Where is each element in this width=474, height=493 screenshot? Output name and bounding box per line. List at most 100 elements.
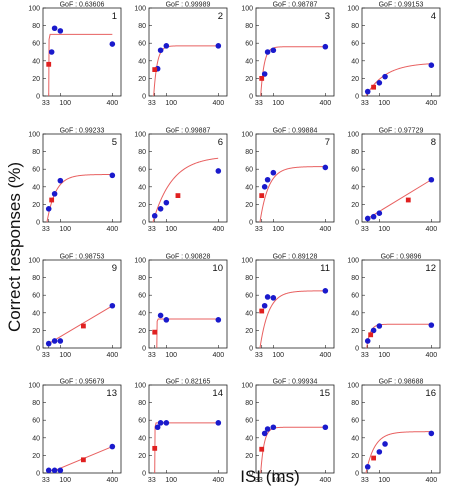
y-tick-label: 80 — [138, 23, 146, 30]
y-tick-label: 20 — [138, 202, 146, 209]
gof-label: GoF : 0.99989 — [166, 2, 211, 9]
y-tick-label: 80 — [351, 23, 359, 30]
y-tick-label: 20 — [245, 453, 253, 460]
x-tick-label: 33 — [255, 352, 263, 359]
y-tick-label: 20 — [351, 202, 359, 209]
y-tick-label: 20 — [32, 328, 40, 335]
gof-label: GoF : 0.90828 — [166, 254, 211, 261]
y-tick-label: 0 — [249, 471, 253, 478]
data-point — [157, 312, 164, 319]
data-point — [163, 420, 170, 426]
panel-frame — [255, 259, 335, 349]
y-tick-label: 100 — [134, 132, 146, 139]
gof-label: GoF : 0.63606 — [60, 2, 105, 9]
panel-number: 9 — [112, 263, 117, 274]
y-tick-label: 0 — [249, 220, 253, 227]
x-tick-label: 33 — [148, 226, 156, 233]
y-tick-label: 40 — [32, 435, 40, 442]
y-tick-label: 0 — [249, 94, 253, 101]
y-tick-label: 100 — [28, 6, 40, 13]
y-tick-label: 60 — [138, 293, 146, 300]
panel-frame — [148, 7, 228, 97]
data-point — [376, 323, 383, 329]
y-tick-label: 100 — [347, 258, 359, 265]
y-tick-label: 100 — [241, 132, 253, 139]
data-point — [322, 288, 329, 294]
threshold-point — [175, 193, 181, 198]
gof-label: GoF : 0.89128 — [273, 254, 318, 261]
data-point — [51, 467, 58, 474]
fit-curve — [259, 290, 326, 349]
threshold-point — [152, 67, 158, 72]
y-tick-label: 40 — [351, 435, 359, 442]
data-point — [370, 327, 377, 334]
data-point — [322, 43, 329, 50]
data-point — [370, 213, 377, 220]
y-tick-label: 0 — [355, 94, 359, 101]
data-point — [109, 172, 116, 179]
data-point — [364, 338, 371, 344]
y-tick-label: 60 — [32, 167, 40, 174]
y-tick-label: 60 — [245, 418, 253, 425]
data-point — [163, 199, 170, 206]
y-tick-label: 100 — [134, 258, 146, 265]
y-tick-label: 60 — [351, 41, 359, 48]
x-tick-label: 33 — [361, 352, 369, 359]
panel-number: 11 — [320, 263, 330, 274]
data-point — [376, 210, 383, 216]
y-tick-label: 100 — [28, 258, 40, 265]
x-tick-label: 33 — [42, 100, 50, 107]
y-tick-label: 80 — [245, 275, 253, 282]
data-point — [109, 443, 116, 450]
y-tick-label: 100 — [134, 383, 146, 390]
y-tick-label: 60 — [245, 293, 253, 300]
data-point — [364, 88, 371, 95]
data-point — [264, 294, 271, 300]
x-tick-label: 400 — [212, 100, 224, 107]
data-point — [261, 302, 268, 309]
data-point — [270, 424, 277, 431]
threshold-point — [80, 323, 86, 329]
y-tick-label: 20 — [138, 328, 146, 335]
panel-5: GoF : 0.99233 5 0 20 40 60 80 100 33 100 400 — [28, 128, 122, 233]
y-tick-label: 20 — [351, 328, 359, 335]
panel-number: 4 — [431, 11, 436, 22]
data-point — [261, 430, 268, 437]
threshold-point — [259, 76, 265, 81]
panel-number: 14 — [212, 388, 223, 399]
y-tick-label: 80 — [32, 275, 40, 282]
x-tick-label: 100 — [59, 226, 71, 233]
data-point — [109, 302, 116, 309]
y-tick-label: 40 — [32, 184, 40, 191]
threshold-point — [259, 446, 265, 452]
y-tick-label: 40 — [138, 435, 146, 442]
panel-frame — [361, 259, 441, 349]
y-tick-label: 60 — [351, 293, 359, 300]
data-point — [163, 317, 170, 323]
y-tick-label: 0 — [142, 471, 146, 478]
data-point — [157, 206, 164, 212]
panel-1: GoF : 0.63606 1 0 20 40 60 80 100 33 100 400 — [28, 2, 122, 107]
gof-label: GoF : 0.97729 — [379, 128, 424, 135]
data-point — [270, 47, 277, 54]
x-tick-label: 100 — [59, 100, 71, 107]
panel-number: 15 — [319, 388, 330, 399]
threshold-point — [371, 455, 377, 461]
data-point — [215, 317, 222, 323]
x-tick-label: 33 — [42, 477, 50, 484]
y-tick-label: 40 — [138, 184, 146, 191]
x-tick-label: 33 — [361, 226, 369, 233]
data-point — [57, 28, 64, 34]
data-point — [264, 176, 271, 183]
y-tick-label: 40 — [351, 310, 359, 317]
y-tick-label: 20 — [245, 328, 253, 335]
panel-frame — [42, 133, 122, 223]
data-point — [51, 25, 58, 32]
x-tick-label: 400 — [319, 477, 331, 484]
panel-number: 10 — [212, 263, 223, 274]
y-tick-label: 80 — [138, 149, 146, 156]
x-tick-label: 400 — [106, 352, 118, 359]
